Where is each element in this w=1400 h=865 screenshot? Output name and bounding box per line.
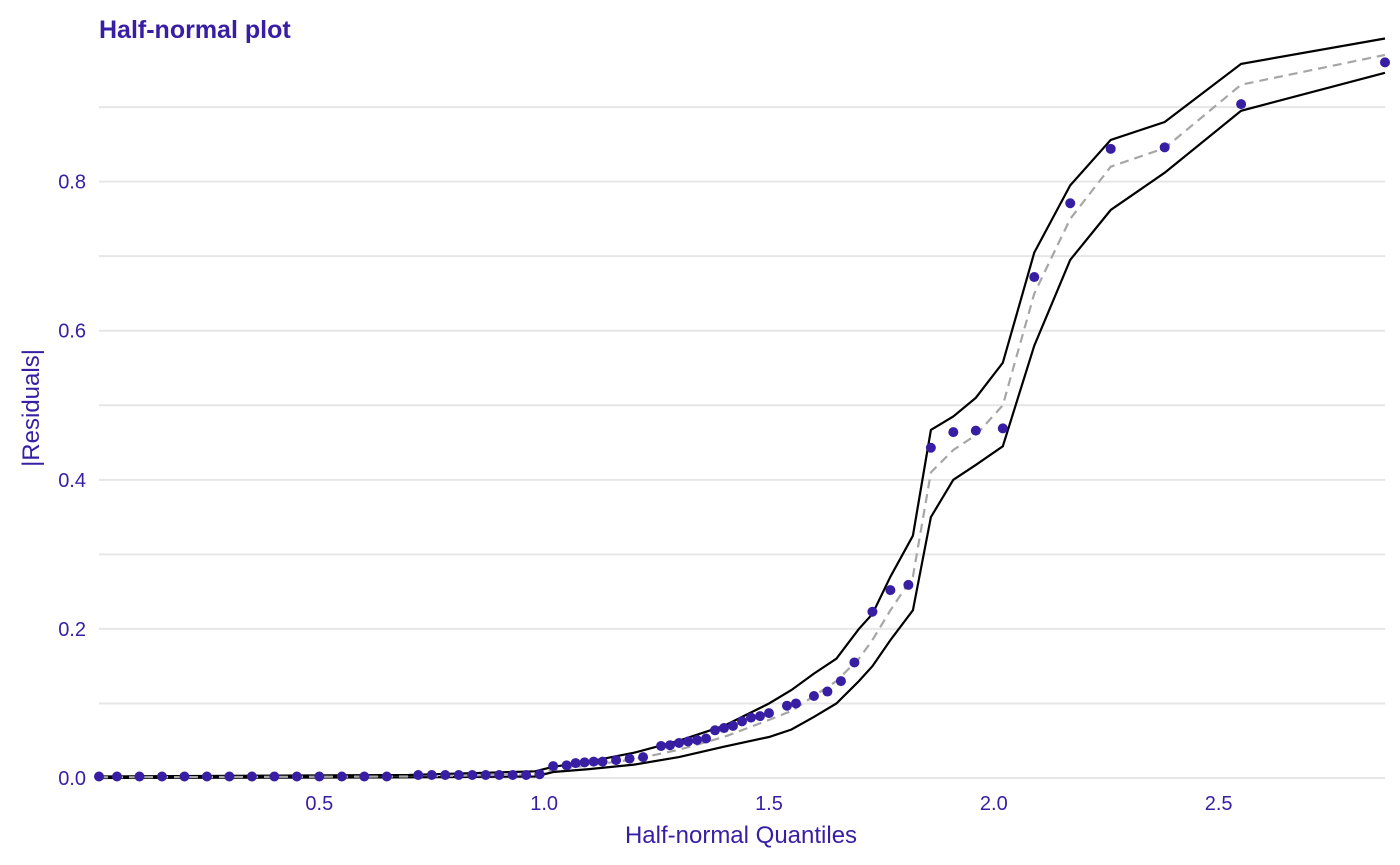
residual-point bbox=[494, 770, 505, 781]
residual-point bbox=[822, 686, 833, 697]
residual-point bbox=[336, 771, 347, 782]
residual-point bbox=[570, 758, 581, 769]
residual-point bbox=[1105, 143, 1116, 154]
residual-point bbox=[179, 771, 190, 782]
residual-point bbox=[867, 606, 878, 617]
residual-point bbox=[521, 770, 532, 781]
residual-point bbox=[925, 442, 936, 453]
residual-point bbox=[597, 756, 608, 767]
residual-point bbox=[1029, 272, 1040, 283]
residual-point bbox=[440, 770, 451, 781]
residual-point bbox=[1065, 198, 1076, 209]
residual-point bbox=[426, 770, 437, 781]
residual-point bbox=[111, 771, 122, 782]
residual-point bbox=[134, 771, 145, 782]
y-tick-label: 0.6 bbox=[58, 321, 86, 343]
residual-point bbox=[885, 585, 896, 596]
envelope-median-line bbox=[98, 53, 1386, 779]
residual-point bbox=[507, 770, 518, 781]
residual-point bbox=[534, 769, 545, 780]
residual-point bbox=[656, 740, 667, 751]
residual-point bbox=[269, 771, 280, 782]
envelope-lower-line bbox=[98, 71, 1386, 780]
x-axis-ticks: 0.5 1.0 1.5 2.0 2.5 bbox=[305, 793, 1232, 815]
x-tick-label: 2.5 bbox=[1205, 793, 1233, 815]
x-axis-label: Half-normal Quantiles bbox=[625, 822, 857, 849]
residual-point bbox=[970, 425, 981, 436]
residual-point bbox=[156, 771, 167, 782]
residual-point bbox=[588, 756, 599, 767]
residual-point bbox=[808, 691, 819, 701]
residual-point bbox=[790, 698, 801, 709]
x-tick-label: 2.0 bbox=[980, 793, 1008, 815]
residual-point bbox=[314, 771, 325, 782]
y-tick-label: 0.4 bbox=[58, 470, 86, 492]
residual-point bbox=[611, 755, 622, 766]
residual-point bbox=[579, 757, 590, 768]
residual-point bbox=[737, 716, 747, 727]
residual-points bbox=[94, 57, 1390, 782]
residual-point bbox=[381, 771, 392, 782]
residual-point bbox=[224, 771, 235, 782]
y-tick-label: 0.2 bbox=[58, 619, 86, 641]
residual-point bbox=[719, 723, 730, 734]
residual-point bbox=[1159, 142, 1170, 153]
x-tick-label: 1.0 bbox=[530, 793, 558, 815]
chart-title: Half-normal plot bbox=[99, 16, 291, 44]
residual-point bbox=[997, 423, 1008, 434]
residual-point bbox=[561, 760, 572, 771]
residual-point bbox=[246, 771, 257, 782]
envelope-lines bbox=[98, 37, 1386, 780]
residual-point bbox=[638, 752, 649, 763]
residual-point bbox=[849, 657, 860, 668]
y-tick-label: 0.8 bbox=[58, 172, 86, 194]
y-axis-label: |Residuals| bbox=[18, 349, 45, 467]
x-tick-label: 0.5 bbox=[305, 793, 333, 815]
residual-point bbox=[710, 725, 721, 736]
residual-point bbox=[480, 770, 491, 781]
residual-point bbox=[835, 676, 846, 687]
residual-point bbox=[624, 753, 635, 764]
x-tick-label: 1.5 bbox=[755, 793, 783, 815]
residual-point bbox=[745, 712, 756, 723]
grid-lines bbox=[99, 106, 1385, 779]
residual-point bbox=[692, 734, 703, 745]
residual-point bbox=[948, 427, 959, 438]
residual-point bbox=[94, 771, 104, 782]
residual-point bbox=[754, 711, 765, 722]
residual-point bbox=[763, 708, 774, 719]
residual-point bbox=[291, 771, 302, 782]
y-axis-ticks: 0.0 0.2 0.4 0.6 0.8 bbox=[58, 172, 86, 790]
residual-point bbox=[548, 761, 559, 772]
residual-point bbox=[467, 770, 478, 781]
residual-point bbox=[1380, 57, 1390, 68]
residual-point bbox=[359, 771, 370, 782]
residual-point bbox=[903, 579, 914, 590]
residual-point bbox=[781, 700, 792, 711]
residual-point bbox=[201, 771, 212, 782]
residual-point bbox=[665, 740, 676, 751]
residual-point bbox=[674, 737, 685, 748]
residual-point bbox=[413, 770, 424, 781]
residual-point bbox=[683, 736, 694, 747]
residual-point bbox=[701, 733, 712, 744]
residual-point bbox=[728, 720, 739, 731]
residual-point bbox=[453, 770, 464, 781]
residual-point bbox=[1236, 99, 1247, 110]
y-tick-label: 0.0 bbox=[58, 768, 86, 790]
